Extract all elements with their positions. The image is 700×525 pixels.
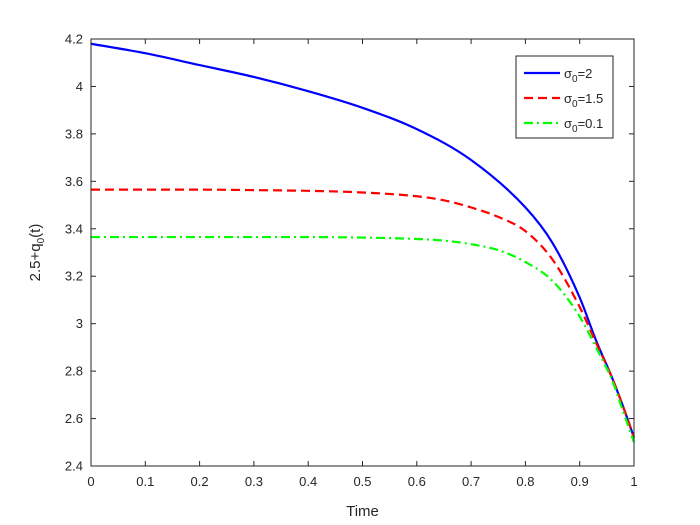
y-axis-title: 2.5+q0(t) (27, 224, 47, 282)
y-tick-label: 2.6 (65, 411, 83, 426)
x-axis-title: Time (346, 503, 379, 520)
y-tick-label: 2.4 (65, 459, 83, 474)
tick-layer: 0 0.1 0.2 0.3 0.4 0.5 0.6 0.7 0.8 0.9 1 2.4 2.6 2.8 3 3… (65, 32, 638, 490)
legend-label-tail: =0.1 (578, 116, 604, 131)
legend-label-1: σ0=2 (564, 66, 592, 85)
x-tick-label: 0.4 (299, 474, 317, 489)
legend-label-2: σ0=1.5 (564, 91, 603, 110)
series-line-2 (91, 188, 636, 438)
y-axis-title-base: 2.5+q (27, 243, 44, 281)
x-tick-label: 0.2 (191, 474, 209, 489)
y-axis-title-tail: (t) (27, 224, 44, 238)
legend-label-subscript: 0 (572, 99, 578, 110)
series-layer (90, 42, 636, 443)
legend-label-base: σ (564, 91, 572, 106)
x-tick-label: 0.8 (516, 474, 534, 489)
x-tick-label: 0.5 (353, 474, 371, 489)
legend-label-tail: =2 (578, 66, 593, 81)
legend: σ0=2σ0=1.5σ0=0.1 (515, 55, 614, 139)
y-tick-label: 4 (76, 79, 83, 94)
x-tick-label: 0.9 (571, 474, 589, 489)
x-tick-label: 0.7 (462, 474, 480, 489)
x-tick-label: 0 (87, 474, 94, 489)
series-line-3 (90, 235, 636, 443)
y-tick-label: 3.8 (65, 126, 83, 141)
legend-label-base: σ (564, 116, 572, 131)
legend-label-base: σ (564, 66, 572, 81)
y-tick-label: 3.4 (65, 221, 83, 236)
y-tick-label: 3.6 (65, 174, 83, 189)
y-tick-label: 4.2 (65, 32, 83, 47)
x-tick-label: 1 (630, 474, 637, 489)
y-tick-label: 2.8 (65, 364, 83, 379)
y-tick-label: 3 (76, 316, 83, 331)
x-tick-label: 0.6 (408, 474, 426, 489)
legend-label-3: σ0=0.1 (564, 116, 603, 135)
x-tick-label: 0.1 (136, 474, 154, 489)
x-tick-label: 0.3 (245, 474, 263, 489)
legend-label-subscript: 0 (572, 124, 578, 135)
y-tick-label: 3.2 (65, 269, 83, 284)
y-axis-title-subscript: 0 (36, 237, 47, 243)
legend-label-subscript: 0 (572, 74, 578, 85)
series-line-1 (90, 42, 636, 438)
legend-label-tail: =1.5 (578, 91, 604, 106)
